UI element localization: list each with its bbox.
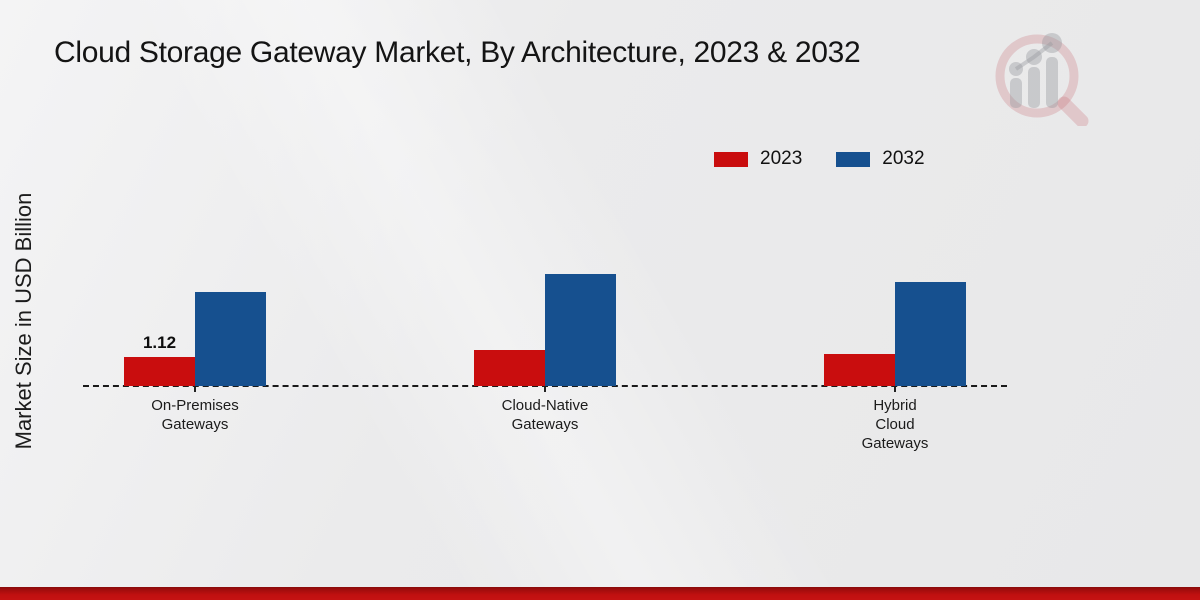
bar-data-label: 1.12: [142, 332, 177, 352]
legend: 2023 2032: [714, 148, 925, 170]
footer-accent-bar: [0, 587, 1200, 600]
legend-label-2023: 2023: [760, 148, 803, 169]
bar-2032-cloud-native-gateways: [545, 274, 616, 386]
y-axis-label: Market Size in USD Billion: [11, 192, 36, 450]
bar-2032-on-premises-gateways: [195, 292, 266, 386]
magnifier-bar-chart-logo-icon: [995, 33, 1089, 126]
x-axis-tick: [544, 387, 546, 392]
chart-title: Cloud Storage Gateway Market, By Archite…: [54, 36, 861, 69]
bar-2032-hybrid-cloud-gateways: [895, 282, 966, 386]
legend-swatch-2032: [836, 151, 871, 167]
bar-2023-on-premises-gateways: [124, 356, 195, 386]
x-axis-tick: [194, 387, 196, 392]
x-axis-label-on-premises-gateways: On-Premises Gateways: [151, 397, 239, 433]
bar-2023-hybrid-cloud-gateways: [824, 353, 895, 386]
legend-item-2032: 2032: [836, 148, 925, 170]
legend-label-2032: 2032: [882, 148, 925, 169]
legend-swatch-2023: [714, 151, 748, 167]
legend-item-2023: 2023: [714, 148, 802, 170]
bar-2023-cloud-native-gateways: [474, 349, 545, 386]
x-axis-label-hybrid-cloud-gateways: Hybrid Cloud Gateways: [861, 397, 929, 452]
x-axis-tick: [894, 387, 896, 392]
x-axis-label-cloud-native-gateways: Cloud-Native Gateways: [501, 397, 589, 433]
x-axis-baseline: [83, 385, 1007, 387]
